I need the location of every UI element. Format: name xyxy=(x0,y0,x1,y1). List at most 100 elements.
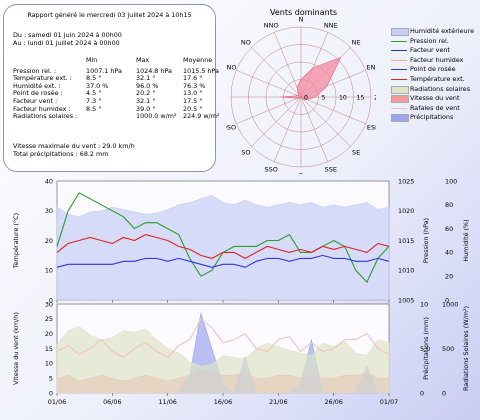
stat-max: 20.2 ° xyxy=(136,89,156,98)
legend-label: Vitesse du vent xyxy=(410,94,460,103)
stat-min: 37.0 % xyxy=(86,81,109,90)
stat-label: Température ext. : xyxy=(13,74,72,83)
rose-ring-label: 20 xyxy=(374,95,376,102)
stat-max: 39.0 ° xyxy=(136,104,156,113)
x-tick-label: 26/06 xyxy=(324,398,342,406)
stat-avg: 17.6 ° xyxy=(183,74,203,83)
y-tick-label: 30 xyxy=(45,300,53,308)
y3-tick-label: 0 xyxy=(445,296,449,304)
y3-tick-label: 100 xyxy=(445,177,457,185)
y3-tick-label: 80 xyxy=(445,201,453,209)
rose-spoke xyxy=(273,96,302,162)
period-from: Du : samedi 01 juin 2024 à 00h00 xyxy=(13,31,122,39)
rose-spoke xyxy=(300,96,329,162)
legend-swatch xyxy=(391,107,407,109)
stat-label: Humidité ext. : xyxy=(13,81,61,90)
rose-direction-label: OSO xyxy=(226,123,236,131)
legend-swatch xyxy=(391,40,407,42)
rose-ring-label: 5 xyxy=(322,95,326,102)
series-pression-rel xyxy=(56,192,390,284)
stat-min: 8.5 ° xyxy=(86,104,102,113)
legend-label: Humidité extérieure xyxy=(410,27,474,35)
y-tick-label: 0 xyxy=(49,389,53,397)
rose-ring-label: 10 xyxy=(339,95,347,102)
legend-swatch xyxy=(391,79,407,80)
legend-label: Précipitations xyxy=(410,113,454,122)
rose-spoke xyxy=(236,96,302,125)
stat-label: Radiations solaires : xyxy=(13,112,78,121)
report-title: Rapport généré le mercredi 03 juillet 20… xyxy=(27,11,192,19)
stat-max: 1024.8 hPa xyxy=(136,66,172,75)
rose-direction-label: NE xyxy=(352,38,361,46)
y3-tick-label: 0 xyxy=(442,389,446,397)
rose-direction-label: SE xyxy=(352,149,360,157)
header-avg: Moyenne xyxy=(183,56,213,64)
legend-item: Pression rel. xyxy=(391,37,480,46)
legend-swatch xyxy=(391,50,407,52)
y2-axis-label: Pression (hPa) xyxy=(422,218,430,263)
legend-item: Rafales de vent xyxy=(391,104,480,113)
period-to: Au : lundi 01 juillet 2024 à 00h00 xyxy=(13,39,120,47)
plot-area xyxy=(56,180,390,301)
precip-total-text: Total précipitations : 68.2 mm xyxy=(13,150,109,158)
rose-ring-label: 0 xyxy=(304,95,308,102)
header-max: Max xyxy=(136,56,150,64)
wind-max-text: Vitesse maximale du vent : 29.0 km/h xyxy=(13,142,135,150)
legend-label: Facteur humidex xyxy=(410,55,464,64)
rose-frequency-area xyxy=(279,56,342,101)
stat-avg: 224.9 w/m² xyxy=(183,112,220,121)
x-tick-label: 11/06 xyxy=(158,398,176,406)
rose-direction-label: N xyxy=(299,16,304,24)
stat-max: 1000.0 w/m² xyxy=(136,112,177,121)
rose-direction-label: NNE xyxy=(324,21,338,29)
legend-swatch xyxy=(391,69,407,71)
series-vitesse-du-vent xyxy=(56,368,390,394)
series-radiations-solaires xyxy=(56,325,390,394)
legend-swatch xyxy=(391,95,409,104)
y3-tick-label: 500 xyxy=(442,345,454,353)
x-tick-label: 06/06 xyxy=(103,398,121,406)
stat-label: Facteur humidex : xyxy=(13,104,71,113)
stat-min: 1007.1 hPa xyxy=(86,66,122,75)
legend-item: Point de rosée xyxy=(391,65,480,74)
stat-avg: 13.0 ° xyxy=(183,89,203,98)
y2-tick-label: 1015 xyxy=(398,237,414,245)
y-tick-label: 10 xyxy=(45,267,53,275)
legend-item: Vitesse du vent xyxy=(391,94,480,104)
y3-tick-label: 60 xyxy=(445,225,453,233)
y-tick-label: 10 xyxy=(45,360,53,368)
legend-swatch xyxy=(391,114,409,123)
legend-label: Facteur vent xyxy=(410,46,450,55)
legend-item: Facteur humidex xyxy=(391,56,480,65)
rose-spoke xyxy=(273,32,302,98)
stat-min: 8.5 ° xyxy=(86,74,102,83)
stat-label: Point de rosée : xyxy=(13,89,63,98)
y-tick-label: 30 xyxy=(45,207,53,215)
rose-direction-label: NO xyxy=(241,38,251,46)
legend-item: Radiations solaires xyxy=(391,85,480,94)
y2-axis-label: Précipitations (mm) xyxy=(422,317,430,380)
legend-label: Température ext. xyxy=(410,75,465,83)
legend-item: Précipitations xyxy=(391,113,480,123)
chart-panel-1: 0102030401005101010151020102502040608010… xyxy=(12,177,470,304)
rose-direction-label: SSO xyxy=(264,166,277,174)
rose-spoke xyxy=(251,96,302,147)
rose-spoke xyxy=(300,96,366,125)
series-precipitations xyxy=(57,312,389,394)
y2-tick-label: 10 xyxy=(420,300,428,308)
y-tick-label: 20 xyxy=(45,330,53,338)
y2-tick-label: 1020 xyxy=(398,207,414,215)
x-tick-label: 21/06 xyxy=(269,398,287,406)
rose-spoke xyxy=(236,69,302,98)
rose-spoke xyxy=(300,96,351,147)
y-tick-label: 40 xyxy=(45,177,53,185)
stat-max: 32.1 ° xyxy=(136,96,156,105)
rose-ring-label: 15 xyxy=(357,95,365,102)
stat-label: Facteur vent : xyxy=(13,96,58,105)
rose-direction-label: SO xyxy=(241,149,250,157)
y3-axis-label: Radiations Solaires (W/m²) xyxy=(462,306,470,391)
stat-label: Pression rel. : xyxy=(13,66,56,75)
y3-tick-label: 40 xyxy=(445,249,453,257)
wind-rose-title: Vents dominants xyxy=(270,8,338,17)
rose-direction-label: ESE xyxy=(367,123,376,131)
